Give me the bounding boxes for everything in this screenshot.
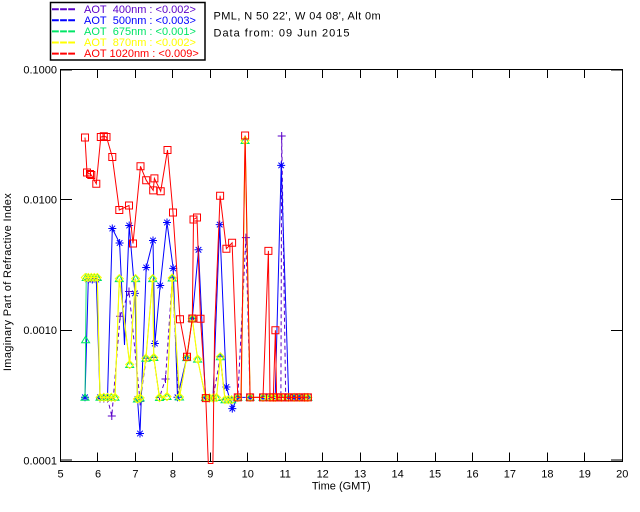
svg-text:8: 8 <box>170 469 176 481</box>
svg-text:5: 5 <box>57 469 63 481</box>
svg-text:PML, N 50 22', W 04 08', Alt 0: PML, N 50 22', W 04 08', Alt 0m <box>214 11 382 23</box>
svg-text:AOT 500nm : <0.003>: AOT 500nm : <0.003> <box>84 15 196 27</box>
svg-text:Imaginary Part of Refractive I: Imaginary Part of Refractive Index <box>2 193 14 371</box>
svg-text:Time (GMT): Time (GMT) <box>312 481 371 493</box>
svg-text:AOT 675nm : <0.001>: AOT 675nm : <0.001> <box>84 26 196 38</box>
svg-text:AOT 400nm : <0.002>: AOT 400nm : <0.002> <box>84 4 196 16</box>
svg-text:0.0010: 0.0010 <box>23 325 57 337</box>
svg-text:10: 10 <box>242 469 254 481</box>
svg-text:Data from: 09 Jun 2015: Data from: 09 Jun 2015 <box>214 28 351 40</box>
svg-text:AOT 1020nm : <0.009>: AOT 1020nm : <0.009> <box>84 48 199 60</box>
svg-text:12: 12 <box>317 469 329 481</box>
svg-text:18: 18 <box>541 469 553 481</box>
svg-text:17: 17 <box>504 469 516 481</box>
svg-text:16: 16 <box>466 469 478 481</box>
svg-text:15: 15 <box>429 469 441 481</box>
svg-text:11: 11 <box>279 469 290 481</box>
svg-text:13: 13 <box>354 469 366 481</box>
svg-text:9: 9 <box>207 469 213 481</box>
svg-text:AOT 870nm : <0.002>: AOT 870nm : <0.002> <box>84 37 196 49</box>
svg-text:0.0001: 0.0001 <box>23 456 57 468</box>
svg-text:14: 14 <box>391 469 403 481</box>
svg-text:20: 20 <box>616 469 628 481</box>
svg-text:7: 7 <box>132 469 138 481</box>
svg-text:0.1000: 0.1000 <box>23 65 57 77</box>
svg-text:6: 6 <box>95 469 101 481</box>
svg-text:0.0100: 0.0100 <box>23 195 57 207</box>
svg-text:19: 19 <box>579 469 591 481</box>
